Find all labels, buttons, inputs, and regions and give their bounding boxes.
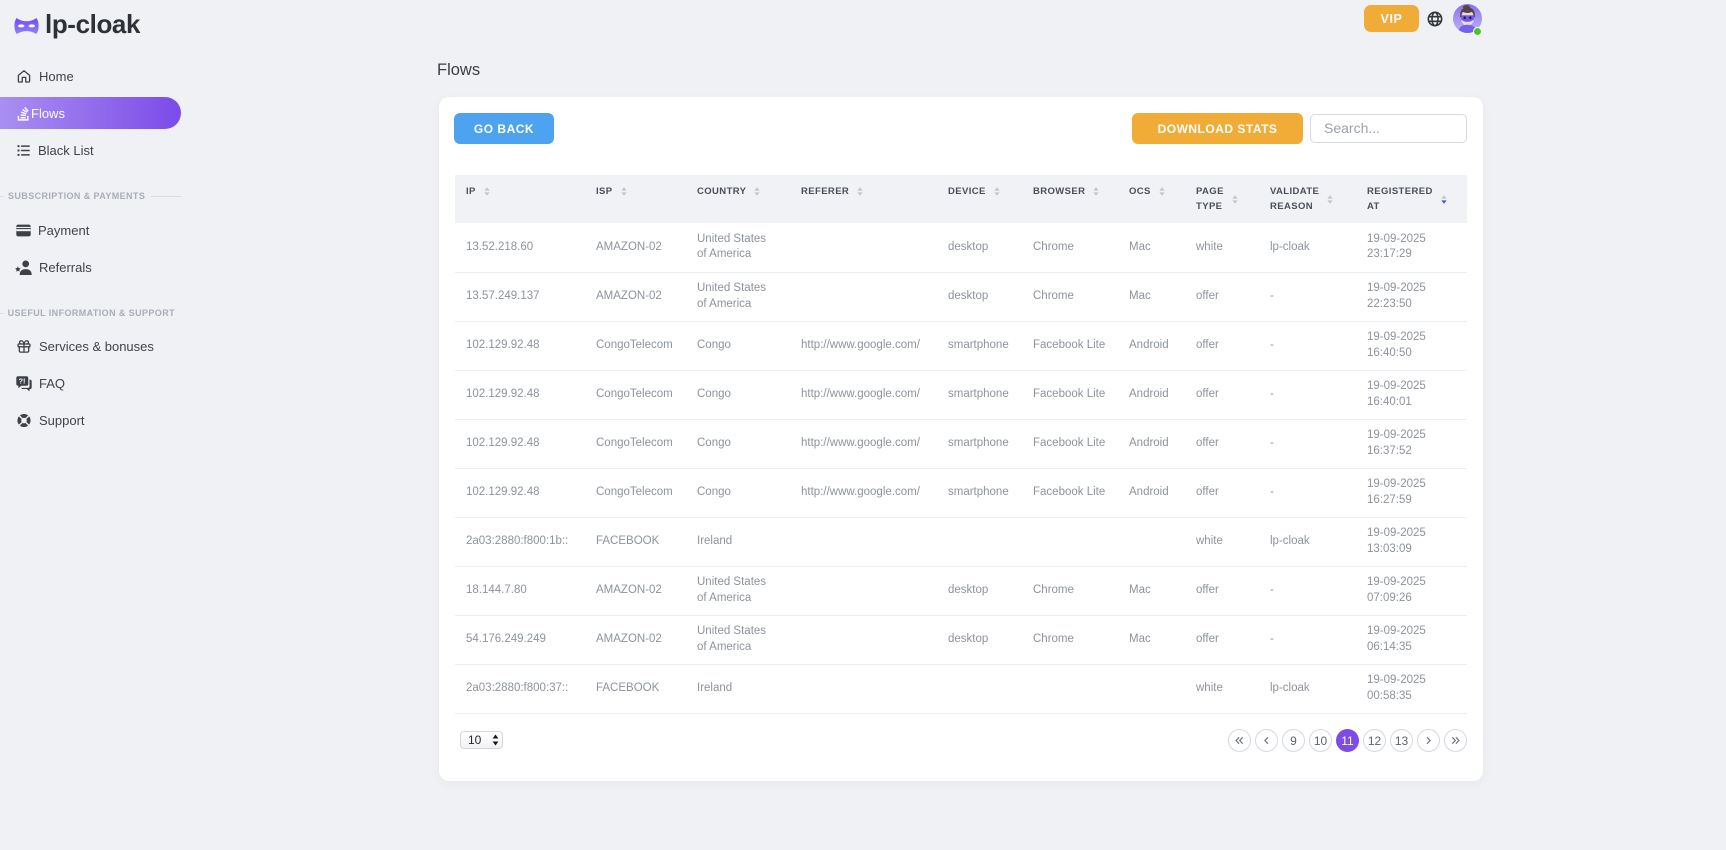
svg-text:?!: ?! [19,376,26,385]
